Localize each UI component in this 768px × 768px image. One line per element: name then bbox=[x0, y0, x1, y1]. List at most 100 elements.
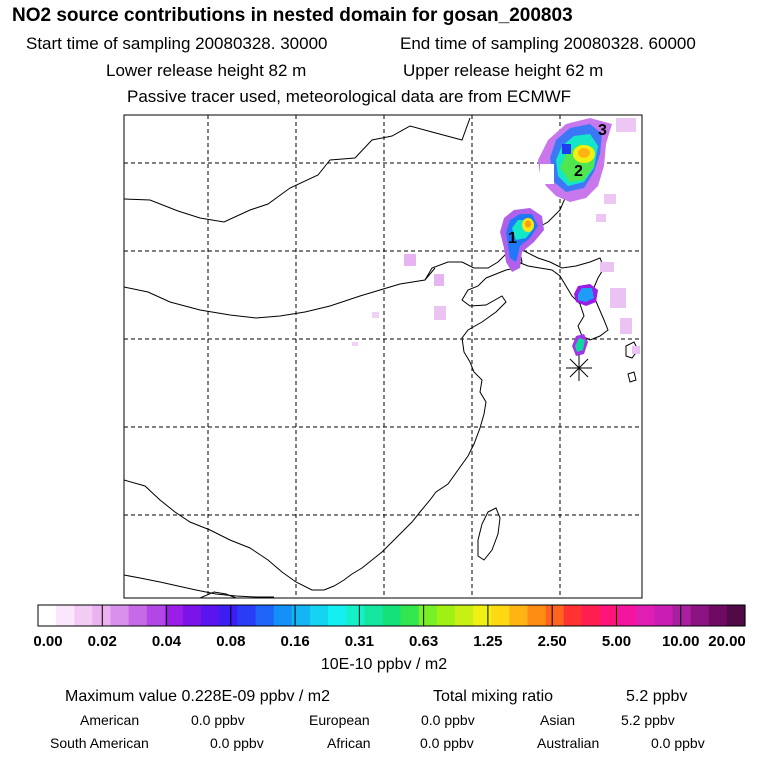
china-east-coast bbox=[323, 277, 507, 591]
hainan-and-vietnam bbox=[199, 591, 237, 598]
end-time-label: End time of sampling 20080328. 60000 bbox=[400, 34, 696, 53]
total-mixing-ratio-value: 5.2 ppbv bbox=[626, 688, 688, 705]
colorbar-tick-label: 5.00 bbox=[601, 633, 632, 650]
colorbar-cell bbox=[599, 605, 619, 626]
colorbar-cell bbox=[581, 605, 601, 626]
colorbar-cell bbox=[636, 605, 655, 626]
colorbar-cell bbox=[726, 605, 746, 626]
plume-ne-faint bbox=[604, 194, 616, 204]
plume-faint bbox=[434, 306, 446, 320]
colorbar-cell bbox=[219, 605, 239, 626]
colorbar-tick-label: 0.63 bbox=[409, 633, 439, 650]
colorbar-cell bbox=[509, 605, 529, 626]
plume-ne-faint bbox=[616, 118, 636, 132]
colorbar-cell bbox=[146, 605, 166, 626]
plume-faint bbox=[372, 312, 379, 318]
colorbar-cell bbox=[690, 605, 710, 626]
colorbar-tick-label: 0.02 bbox=[87, 633, 117, 650]
colorbar-cell bbox=[672, 605, 692, 626]
colorbar-cell bbox=[328, 605, 347, 626]
colorbar-cell bbox=[491, 605, 510, 626]
tracer-note: Passive tracer used, meteorological data… bbox=[127, 87, 572, 106]
region-name: American bbox=[80, 712, 140, 728]
colorbar-cell bbox=[527, 605, 547, 626]
region-name: Australian bbox=[537, 735, 600, 751]
colorbar-tick-label: 2.50 bbox=[537, 633, 567, 650]
colorbar-cell bbox=[654, 605, 674, 626]
colorbar-cell bbox=[436, 605, 456, 626]
lower-release-height-label: Lower release height 82 m bbox=[106, 61, 307, 80]
colorbar-tick-label: 0.00 bbox=[33, 633, 63, 650]
start-time-label: Start time of sampling 20080328. 30000 bbox=[26, 34, 328, 53]
region-name: European bbox=[309, 712, 370, 728]
colorbar-cell bbox=[454, 605, 474, 626]
region-value: 5.2 ppbv bbox=[621, 712, 675, 728]
plume-korea-faint bbox=[610, 288, 626, 308]
colorbar-units: 10E-10 ppbv / m2 bbox=[320, 656, 448, 673]
colorbar-cell bbox=[128, 605, 148, 626]
colorbar-cell bbox=[110, 605, 130, 626]
colorbar-tick-label: 0.08 bbox=[216, 633, 246, 650]
plume-ne-hole bbox=[540, 164, 554, 184]
plume-ne-faint bbox=[596, 214, 606, 222]
region-name: Asian bbox=[540, 712, 576, 728]
region-value: 0.0 ppbv bbox=[420, 735, 474, 751]
colorbar-cell bbox=[309, 605, 329, 626]
southwest-border bbox=[124, 479, 324, 591]
plume-faint bbox=[352, 342, 358, 346]
map-frame bbox=[123, 114, 643, 599]
plume-ne-orange bbox=[578, 148, 590, 158]
colorbar-tick-label: 10.00 bbox=[661, 633, 700, 650]
northern-border bbox=[124, 117, 471, 223]
colorbar-tick-label: 0.31 bbox=[344, 633, 374, 650]
taiwan-island bbox=[477, 507, 501, 561]
colorbar-tick-label: 0.04 bbox=[151, 633, 182, 650]
central-border bbox=[124, 267, 436, 319]
colorbar-dividers bbox=[101, 605, 682, 626]
south-coast-detail bbox=[124, 574, 274, 598]
region-name: South American bbox=[50, 735, 149, 751]
colorbar-cell bbox=[56, 605, 75, 626]
colorbar-cell bbox=[364, 605, 384, 626]
colorbar-cell bbox=[563, 605, 583, 626]
colorbar-cell bbox=[346, 605, 365, 626]
colorbar bbox=[38, 605, 746, 626]
map-layer: 1 2 3 bbox=[124, 115, 642, 598]
plume-korea-inner bbox=[578, 288, 594, 302]
region-name: African bbox=[327, 735, 371, 751]
colorbar-cell bbox=[400, 605, 420, 626]
region-value: 0.0 ppbv bbox=[651, 735, 705, 751]
source-marker-1: 1 bbox=[508, 230, 517, 247]
colorbar-cell bbox=[38, 605, 57, 626]
colorbar-frame bbox=[37, 604, 746, 627]
japan-islet bbox=[627, 371, 637, 383]
figure-title: NO2 source contributions in nested domai… bbox=[12, 5, 573, 26]
region-value: 0.0 ppbv bbox=[191, 712, 245, 728]
colorbar-cell bbox=[255, 605, 275, 626]
colorbar-tick-label: 20.00 bbox=[708, 633, 746, 650]
total-mixing-ratio-label: Total mixing ratio bbox=[433, 688, 554, 705]
colorbar-cell bbox=[164, 605, 184, 626]
plume-faint bbox=[404, 254, 416, 266]
colorbar-cell bbox=[273, 605, 293, 626]
region-value: 0.0 ppbv bbox=[421, 712, 475, 728]
colorbar-cell bbox=[418, 605, 438, 626]
plume-faint bbox=[434, 274, 444, 286]
colorbar-cell bbox=[473, 605, 492, 626]
plume-ne-patch bbox=[562, 144, 571, 154]
region-value: 0.0 ppbv bbox=[210, 735, 264, 751]
upper-release-height-label: Upper release height 62 m bbox=[403, 61, 604, 80]
colorbar-cell bbox=[74, 605, 93, 626]
plume-korea-faint bbox=[600, 262, 614, 272]
plume-r1-orange bbox=[525, 220, 531, 228]
colorbar-tick-label: 0.16 bbox=[280, 633, 310, 650]
colorbar-cell bbox=[237, 605, 257, 626]
korea-peninsula bbox=[513, 241, 609, 341]
plume-layer bbox=[352, 118, 640, 356]
colorbar-cell bbox=[291, 605, 311, 626]
colorbar-cell bbox=[201, 605, 220, 626]
source-marker-3: 3 bbox=[598, 122, 607, 139]
colorbar-cell bbox=[708, 605, 728, 626]
source-marker-2: 2 bbox=[574, 163, 583, 180]
